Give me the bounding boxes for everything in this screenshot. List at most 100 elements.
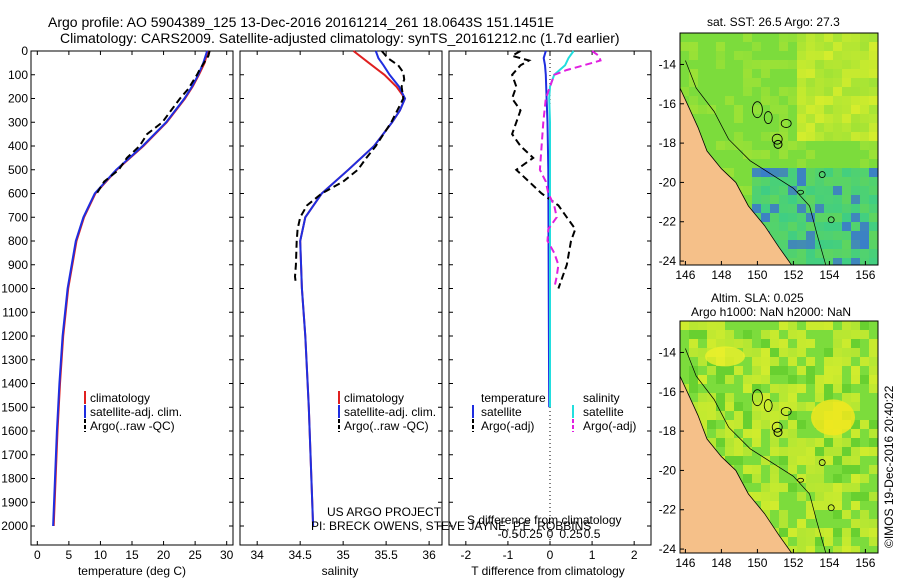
field-cell: [743, 339, 752, 348]
field-cell: [842, 114, 851, 123]
field-cell: [797, 438, 806, 447]
field-cell: [761, 348, 770, 357]
field-cell: [716, 438, 725, 447]
field-cell: [761, 393, 770, 402]
field-cell: [788, 465, 797, 474]
field-cell: [779, 393, 788, 402]
field-cell: [743, 429, 752, 438]
field-cell: [734, 51, 743, 60]
field-cell: [842, 249, 851, 258]
field-cell: [743, 69, 752, 78]
y-tick-label: 1900: [1, 495, 28, 509]
field-cell: [770, 132, 779, 141]
field-cell: [788, 195, 797, 204]
field-cell: [698, 375, 707, 384]
field-cell: [779, 105, 788, 114]
field-cell: [824, 114, 833, 123]
legend-satellite-label: satellite-adj. clim.: [344, 405, 436, 419]
field-cell: [851, 528, 860, 537]
imos-credit: ©IMOS 19-Dec-2016 20:40:22: [882, 385, 896, 548]
field-cell: [752, 357, 761, 366]
field-cell: [851, 321, 860, 330]
field-cell: [860, 474, 869, 483]
field-cell: [860, 114, 869, 123]
field-cell: [716, 429, 725, 438]
field-cell: [770, 420, 779, 429]
field-cell: [797, 384, 806, 393]
field-cell: [824, 33, 833, 42]
y-tick-label: 700: [8, 210, 28, 224]
field-cell: [851, 501, 860, 510]
field-cell: [815, 483, 824, 492]
field-cell: [833, 339, 842, 348]
field-cell: [752, 186, 761, 195]
field-cell: [743, 465, 752, 474]
field-cell: [698, 330, 707, 339]
field-cell: [806, 33, 815, 42]
field-cell: [779, 519, 788, 528]
series-line-s-satellite: [548, 50, 575, 408]
map-x-tick-label: 156: [855, 268, 875, 282]
reef-outline: [771, 133, 783, 145]
field-cell: [707, 330, 716, 339]
field-cell: [734, 438, 743, 447]
field-cell: [788, 168, 797, 177]
field-cell: [779, 141, 788, 150]
field-cell: [806, 69, 815, 78]
field-cell: [824, 456, 833, 465]
land-mass: [680, 375, 793, 553]
field-cell: [833, 384, 842, 393]
field-cell: [851, 132, 860, 141]
field-cell: [788, 204, 797, 213]
field-cell: [815, 114, 824, 123]
field-cell: [734, 105, 743, 114]
field-cell: [734, 114, 743, 123]
sst-map-title: sat. SST: 26.5 Argo: 27.3: [707, 15, 840, 29]
field-cell: [824, 249, 833, 258]
difference-profile-panel: -2 -1 0 1 2 -0.5-0.25 0 0.25 0.5 T difference fro…: [448, 50, 652, 578]
field-cell: [815, 384, 824, 393]
field-cell: [788, 402, 797, 411]
field-cell: [833, 492, 842, 501]
field-cell: [806, 510, 815, 519]
field-cell: [833, 87, 842, 96]
field-cell: [833, 105, 842, 114]
field-cell: [815, 447, 824, 456]
field-cell: [788, 249, 797, 258]
field-cell: [842, 447, 851, 456]
field-cell: [734, 447, 743, 456]
field-cell: [851, 474, 860, 483]
field-cell: [725, 141, 734, 150]
field-cell: [761, 357, 770, 366]
field-cell: [869, 78, 878, 87]
field-cell: [761, 366, 770, 375]
field-cell: [752, 402, 761, 411]
field-cell: [779, 402, 788, 411]
salinity-profile-panel: 34 34.5 35 35.5 36 salinity: [239, 50, 443, 578]
field-cell: [842, 123, 851, 132]
field-cell: [815, 177, 824, 186]
field-cell: [752, 384, 761, 393]
field-cell: [689, 69, 698, 78]
field-cell: [815, 231, 824, 240]
field-cell: [716, 42, 725, 51]
field-cell: [842, 537, 851, 546]
reef-outline: [771, 421, 783, 433]
field-cell: [806, 87, 815, 96]
field-cell: [869, 438, 878, 447]
y-tick-label: 1200: [1, 329, 28, 343]
series-line-argo: [293, 50, 406, 284]
plot-frame: [30, 50, 234, 546]
s-difference-axis-title: S difference from climatology: [467, 513, 622, 527]
field-cell: [842, 213, 851, 222]
field-cell: [788, 96, 797, 105]
field-cell: [752, 366, 761, 375]
field-cell: [842, 51, 851, 60]
field-cell: [707, 438, 716, 447]
field-cell: [860, 222, 869, 231]
field-cell: [806, 168, 815, 177]
x-tick-label: 1: [589, 548, 596, 562]
field-cell: [752, 411, 761, 420]
field-cell: [851, 195, 860, 204]
x-tick-label: 2: [631, 548, 638, 562]
